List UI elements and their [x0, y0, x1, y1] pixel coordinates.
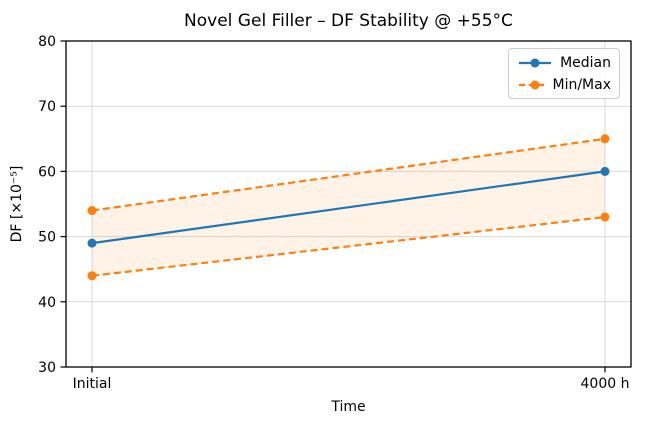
- x-tick-label: 4000 h: [581, 376, 630, 392]
- legend-line-sample: [519, 58, 551, 67]
- y-tick-label: 70: [38, 99, 56, 115]
- legend: Median Min/Max: [508, 48, 620, 99]
- x-tick-label: Initial: [73, 376, 112, 392]
- legend-line-sample: [519, 80, 545, 89]
- y-tick-label: 80: [38, 34, 56, 50]
- x-axis-label: Time: [331, 399, 366, 415]
- data-point: [87, 238, 97, 248]
- series-max: [87, 134, 610, 216]
- legend-label: Min/Max: [552, 76, 611, 93]
- legend-item-median: Median: [517, 53, 611, 72]
- y-tick-label: 40: [38, 295, 56, 311]
- y-tick-label: 60: [38, 164, 56, 180]
- series-median: [87, 166, 610, 248]
- data-point: [600, 166, 610, 176]
- y-tick-label: 50: [38, 230, 56, 246]
- data-point: [87, 271, 97, 281]
- y-tick-label: 30: [38, 360, 56, 376]
- data-point: [600, 134, 610, 144]
- series-min: [87, 212, 610, 281]
- tick-labels: 30 40 50 60 70 80 Initial 4000 h: [38, 34, 629, 392]
- data-point: [600, 212, 610, 222]
- y-axis-label: DF [×10⁻⁵]: [9, 165, 25, 243]
- chart-title: Novel Gel Filler – DF Stability @ +55°C: [184, 11, 513, 31]
- tick-marks: [60, 40, 606, 373]
- legend-item-min-max: Min/Max: [517, 75, 611, 94]
- axes-spines: [65, 40, 632, 368]
- data-point: [87, 206, 97, 216]
- legend-label: Median: [560, 54, 611, 71]
